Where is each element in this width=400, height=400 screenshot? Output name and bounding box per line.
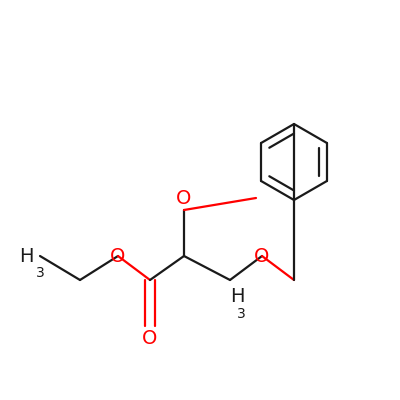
Text: O: O	[254, 246, 270, 266]
Text: H: H	[20, 246, 34, 266]
Text: 3: 3	[237, 307, 246, 321]
Text: O: O	[110, 246, 126, 266]
Text: H: H	[230, 287, 244, 306]
Text: O: O	[176, 188, 192, 208]
Text: O: O	[142, 328, 158, 348]
Text: 3: 3	[36, 266, 45, 280]
